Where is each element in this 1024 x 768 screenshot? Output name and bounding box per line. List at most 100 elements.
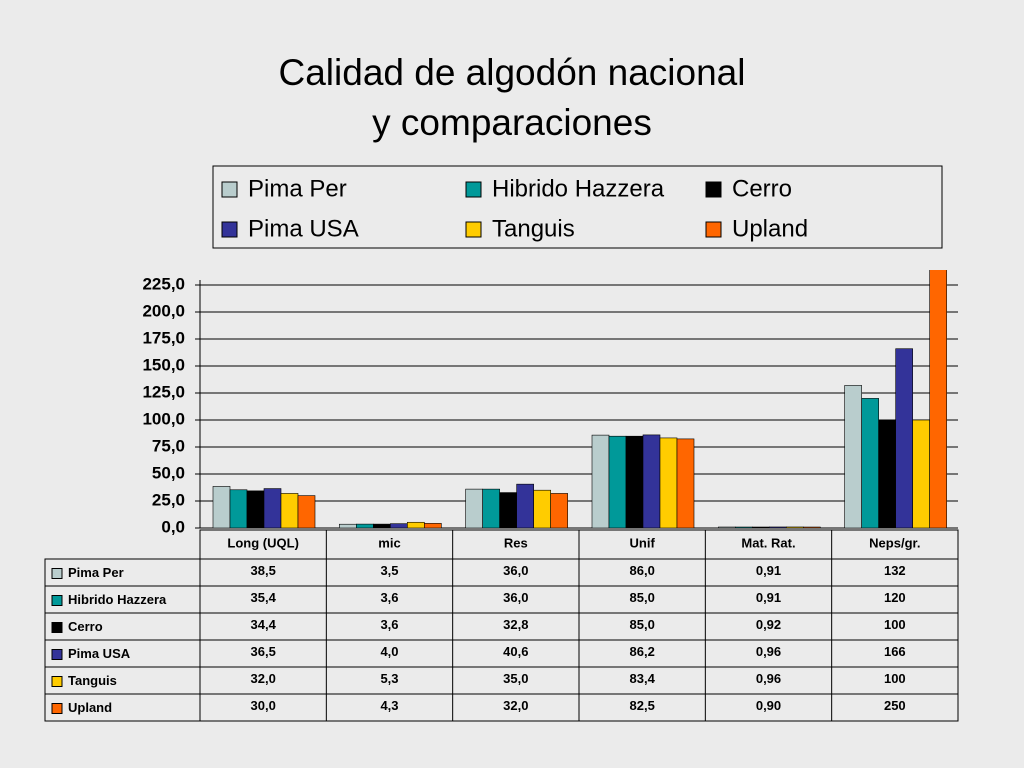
y-tick-label: 50,0 (152, 463, 185, 482)
legend-key (705, 181, 722, 198)
table-cell: 100 (884, 617, 906, 632)
table-cell: 3,6 (380, 617, 398, 632)
table-cell: 0,96 (756, 671, 781, 686)
bar (356, 523, 374, 528)
y-tick-label: 75,0 (152, 436, 185, 455)
legend-label: Cerro (732, 175, 792, 202)
table-row-label: Cerro (68, 619, 103, 634)
table-cell: 32,0 (251, 671, 276, 686)
legend-key (51, 676, 63, 687)
y-tick-label: 25,0 (152, 490, 185, 509)
legend-key (51, 622, 63, 633)
y-tick-label: 175,0 (142, 328, 185, 347)
bar (912, 419, 930, 528)
bar (407, 521, 425, 528)
y-tick-label: 125,0 (142, 382, 185, 401)
table-cell: 36,0 (503, 590, 528, 605)
x-tick-label: Neps/gr. (869, 535, 920, 550)
table-cell: 85,0 (630, 617, 655, 632)
bar (929, 270, 947, 528)
legend-key (221, 181, 238, 198)
y-tick-label: 0,0 (161, 517, 185, 536)
bar (373, 523, 391, 528)
table-cell: 32,8 (503, 617, 528, 632)
table-cell: 86,2 (630, 644, 655, 659)
table-cell: 34,4 (251, 617, 277, 632)
table-cell: 35,0 (503, 671, 528, 686)
bar (642, 434, 661, 528)
legend-key (51, 649, 63, 660)
legend-box (212, 165, 943, 249)
y-tick-label: 225,0 (142, 274, 185, 293)
legend-label: Tanguis (492, 215, 575, 242)
table-cell: 32,0 (503, 698, 528, 713)
table-cell: 100 (884, 671, 906, 686)
table-cell: 0,92 (756, 617, 781, 632)
bar (390, 523, 408, 528)
table-cell: 30,0 (251, 698, 276, 713)
table-row-label: Tanguis (68, 673, 117, 688)
table-cell: 166 (884, 644, 906, 659)
table-cell: 0,90 (756, 698, 781, 713)
table-row-label: Upland (68, 700, 112, 715)
table-cell: 4,0 (380, 644, 398, 659)
bar (769, 526, 787, 528)
table-cell: 36,5 (251, 644, 276, 659)
x-tick-label: Unif (630, 535, 656, 550)
bar (786, 526, 804, 528)
table-cell: 5,3 (380, 671, 398, 686)
table-cell: 0,91 (756, 563, 781, 578)
bar (625, 435, 644, 528)
bar (591, 434, 610, 528)
bar (718, 526, 736, 528)
bar (608, 435, 627, 528)
bar (735, 526, 753, 528)
table-cell: 86,0 (630, 563, 655, 578)
bar (752, 526, 770, 528)
legend-label: Pima USA (248, 215, 359, 242)
legend-key (51, 568, 63, 579)
legend-key (51, 595, 63, 606)
table-cell: 0,96 (756, 644, 781, 659)
legend-key (465, 181, 482, 198)
bar (659, 437, 678, 528)
x-tick-label: mic (378, 535, 400, 550)
y-tick-label: 200,0 (142, 301, 185, 320)
table-row-label: Pima USA (68, 646, 131, 661)
bar (263, 488, 282, 528)
legend-key (51, 703, 63, 714)
table-cell: 35,4 (251, 590, 277, 605)
bar (499, 492, 517, 528)
bar (280, 493, 299, 528)
legend-key (221, 221, 238, 238)
bar (516, 483, 534, 528)
x-tick-label: Mat. Rat. (741, 535, 795, 550)
bar (878, 419, 896, 528)
x-tick-label: Long (UQL) (227, 535, 298, 550)
legend-key (465, 221, 482, 238)
bar (550, 493, 568, 528)
table-cell: 38,5 (251, 563, 276, 578)
bar (533, 489, 551, 528)
bar (465, 488, 483, 528)
bar (229, 489, 248, 528)
table-cell: 4,3 (380, 698, 398, 713)
table-cell: 83,4 (630, 671, 656, 686)
legend-label: Pima Per (248, 175, 347, 202)
table-cell: 250 (884, 698, 906, 713)
bar (803, 526, 821, 528)
table-row-label: Pima Per (68, 565, 124, 580)
table-cell: 85,0 (630, 590, 655, 605)
plot-area (212, 270, 947, 528)
table-cell: 3,5 (380, 563, 398, 578)
table-cell: 132 (884, 563, 906, 578)
bar (861, 398, 879, 528)
bar (482, 488, 500, 528)
bar (895, 348, 913, 528)
x-tick-label: Res (504, 535, 528, 550)
bar (297, 495, 316, 528)
legend-label: Upland (732, 215, 808, 242)
table-cell: 3,6 (380, 590, 398, 605)
table-cell: 36,0 (503, 563, 528, 578)
